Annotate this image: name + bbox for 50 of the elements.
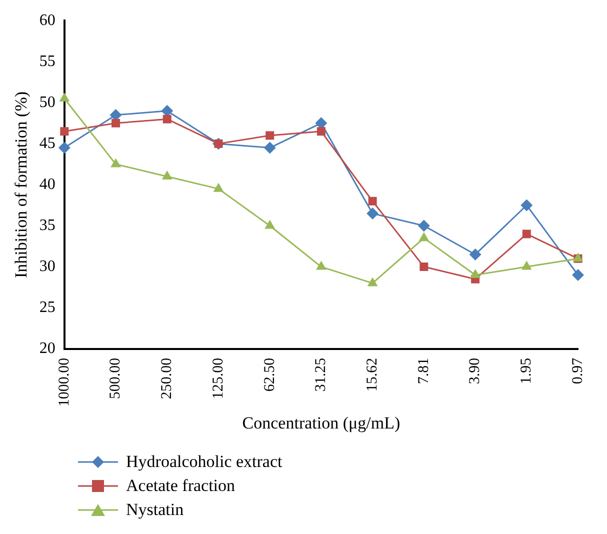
point (366, 207, 379, 220)
y-tick-label: 50 (39, 94, 56, 111)
legend-label: Acetate fraction (126, 476, 236, 496)
y-tick-label: 30 (39, 258, 56, 275)
point (316, 127, 326, 136)
y-tick-label: 60 (39, 12, 56, 29)
point (520, 199, 533, 212)
point (522, 230, 531, 238)
point (418, 232, 430, 242)
point (162, 170, 172, 180)
point (368, 196, 377, 206)
y-tick-label: 55 (39, 52, 56, 70)
x-tick-label: 31.25 (313, 358, 330, 392)
x-tick-label: 3.90 (467, 358, 484, 384)
y-tick-label: 20 (39, 340, 56, 358)
x-tick-label: 1000.00 (56, 358, 72, 407)
point (420, 262, 428, 272)
y-tick-label: 40 (39, 176, 56, 193)
point (213, 182, 224, 192)
point (470, 268, 480, 278)
point (469, 248, 482, 260)
point (418, 220, 430, 232)
point (264, 220, 276, 229)
x-tick-label: 15.62 (364, 358, 380, 392)
x-tick-label: 500.00 (108, 358, 124, 400)
x-tick-label: 7.81 (416, 358, 432, 384)
legend-label: Hydroalcoholic extract (126, 452, 282, 472)
legend-label: Nystatin (126, 500, 184, 520)
x-tick-label: 250.00 (159, 358, 176, 400)
y-tick-label: 25 (39, 299, 56, 316)
point (572, 268, 584, 281)
point (59, 92, 70, 102)
point (521, 260, 532, 270)
x-tick-label: 0.97 (570, 357, 586, 384)
point (367, 277, 378, 286)
x-tick-label: 125.00 (210, 358, 226, 400)
x-tick-label: 62.50 (262, 358, 278, 392)
point (162, 114, 172, 124)
y-tick-label: 45 (39, 134, 56, 152)
y-axis-title: Inhibition of formation (%) (12, 91, 31, 278)
point (112, 118, 120, 128)
y-tick-label: 35 (39, 216, 56, 234)
x-axis-title: Concentration (μg/mL) (242, 413, 400, 432)
point (264, 142, 276, 154)
point (60, 127, 69, 136)
point (316, 260, 326, 270)
point (58, 142, 70, 154)
point (110, 158, 121, 168)
x-tick-label: 1.95 (518, 358, 535, 384)
point (266, 131, 274, 140)
